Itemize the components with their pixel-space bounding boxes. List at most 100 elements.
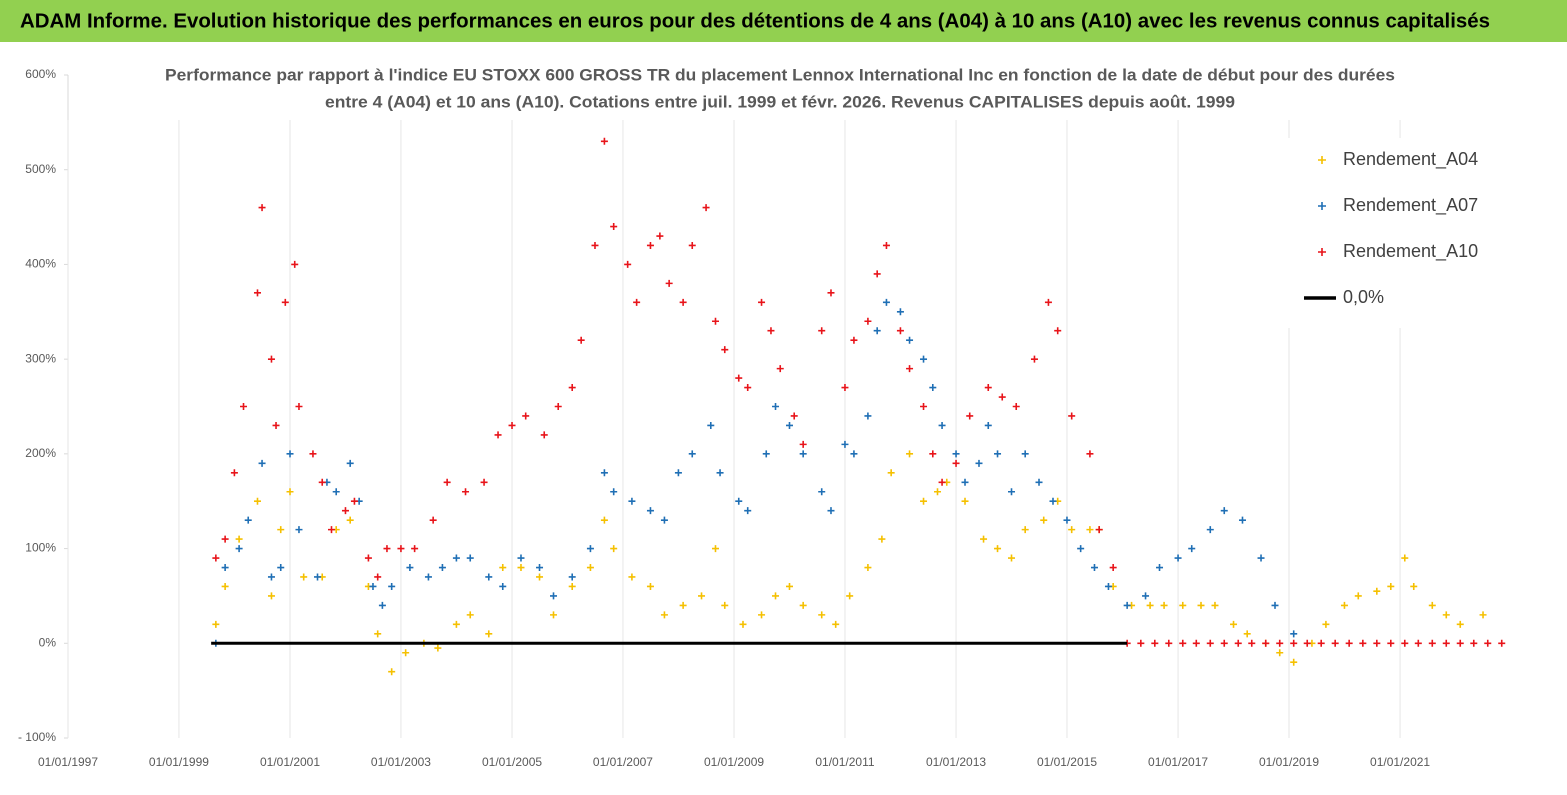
- data-point: [896, 327, 904, 335]
- data-point: [1220, 639, 1228, 647]
- data-point: [494, 431, 502, 439]
- data-point: [628, 497, 636, 505]
- data-point: [665, 279, 673, 287]
- data-point: [1068, 526, 1076, 534]
- data-point: [846, 592, 854, 600]
- data-point: [591, 241, 599, 249]
- data-point: [702, 204, 710, 212]
- data-point: [873, 270, 881, 278]
- data-point: [466, 611, 474, 619]
- data-point: [818, 611, 826, 619]
- title-bar: [0, 0, 1567, 42]
- data-point: [1456, 639, 1464, 647]
- data-point: [277, 526, 285, 534]
- data-point: [767, 327, 775, 335]
- data-point: [1165, 639, 1173, 647]
- data-point: [975, 459, 983, 467]
- data-point: [258, 204, 266, 212]
- data-point: [1090, 564, 1098, 572]
- data-point: [896, 308, 904, 316]
- data-point: [1137, 639, 1145, 647]
- data-point: [646, 241, 654, 249]
- data-point: [277, 564, 285, 572]
- data-point: [646, 507, 654, 515]
- data-point: [966, 412, 974, 420]
- data-point: [402, 649, 410, 657]
- data-point: [517, 554, 525, 562]
- data-point: [1012, 403, 1020, 410]
- x-tick-label: 01/01/2021: [1370, 755, 1430, 769]
- data-point: [346, 516, 354, 524]
- data-point: [864, 412, 872, 420]
- data-point: [841, 384, 849, 392]
- data-point: [267, 592, 275, 600]
- data-point: [772, 403, 780, 410]
- data-point: [540, 431, 548, 439]
- data-point: [1142, 592, 1150, 600]
- data-point: [1109, 564, 1117, 572]
- data-point: [406, 564, 414, 572]
- data-point: [610, 545, 618, 553]
- plot-area: - 100% 0% 100% 200% 300% 400% 500% 600% 01/01/19…: [18, 67, 1506, 769]
- data-point: [1238, 516, 1246, 524]
- data-point: [1095, 526, 1103, 534]
- data-point: [462, 488, 470, 496]
- data-point: [707, 421, 715, 429]
- data-point: [660, 516, 668, 524]
- data-point: [281, 298, 289, 306]
- data-point: [327, 526, 335, 534]
- y-tick-label: 300%: [25, 351, 56, 365]
- data-point: [980, 535, 988, 543]
- y-tick-label: 0%: [39, 635, 57, 649]
- data-point: [906, 450, 914, 458]
- legend-marker: [1318, 156, 1326, 164]
- data-point: [600, 469, 608, 477]
- data-point: [762, 450, 770, 458]
- data-point: [1248, 639, 1256, 647]
- data-point: [1317, 639, 1325, 647]
- data-point: [1040, 516, 1048, 524]
- data-point: [656, 232, 664, 240]
- chart-title: Performance par rapport à l'indice EU ST…: [165, 65, 1395, 84]
- data-point: [309, 450, 317, 458]
- data-point: [1442, 611, 1450, 619]
- data-point: [1354, 592, 1362, 600]
- x-tick-label: 01/01/2009: [704, 755, 764, 769]
- data-point: [1220, 507, 1228, 515]
- data-point: [633, 298, 641, 306]
- legend-label: 0,0%: [1343, 287, 1384, 307]
- data-point: [550, 592, 558, 600]
- data-point: [827, 507, 835, 515]
- data-point: [1156, 564, 1164, 572]
- data-point: [1021, 450, 1029, 458]
- data-point: [1331, 639, 1339, 647]
- data-point: [350, 497, 358, 505]
- data-point: [480, 478, 488, 486]
- data-point: [364, 554, 372, 562]
- x-tick-label: 01/01/2011: [815, 755, 874, 769]
- data-point: [1410, 582, 1418, 590]
- data-point: [586, 545, 594, 553]
- data-point: [286, 488, 294, 496]
- data-point: [994, 450, 1002, 458]
- data-point: [1322, 620, 1330, 628]
- data-point: [411, 545, 419, 553]
- data-point: [1479, 611, 1487, 619]
- data-point: [1470, 639, 1478, 647]
- data-point: [711, 317, 719, 325]
- data-point: [341, 507, 349, 515]
- data-point: [253, 497, 261, 505]
- data-point: [827, 289, 835, 297]
- data-point: [554, 403, 562, 410]
- data-point: [522, 412, 530, 420]
- data-point: [934, 488, 942, 496]
- data-point: [906, 365, 914, 373]
- data-point: [1160, 601, 1168, 609]
- y-tick-label: 500%: [25, 162, 56, 176]
- x-tick-label: 01/01/2019: [1259, 755, 1319, 769]
- data-point: [378, 601, 386, 609]
- data-point: [1442, 639, 1450, 647]
- data-point: [374, 573, 382, 581]
- data-point: [258, 459, 266, 467]
